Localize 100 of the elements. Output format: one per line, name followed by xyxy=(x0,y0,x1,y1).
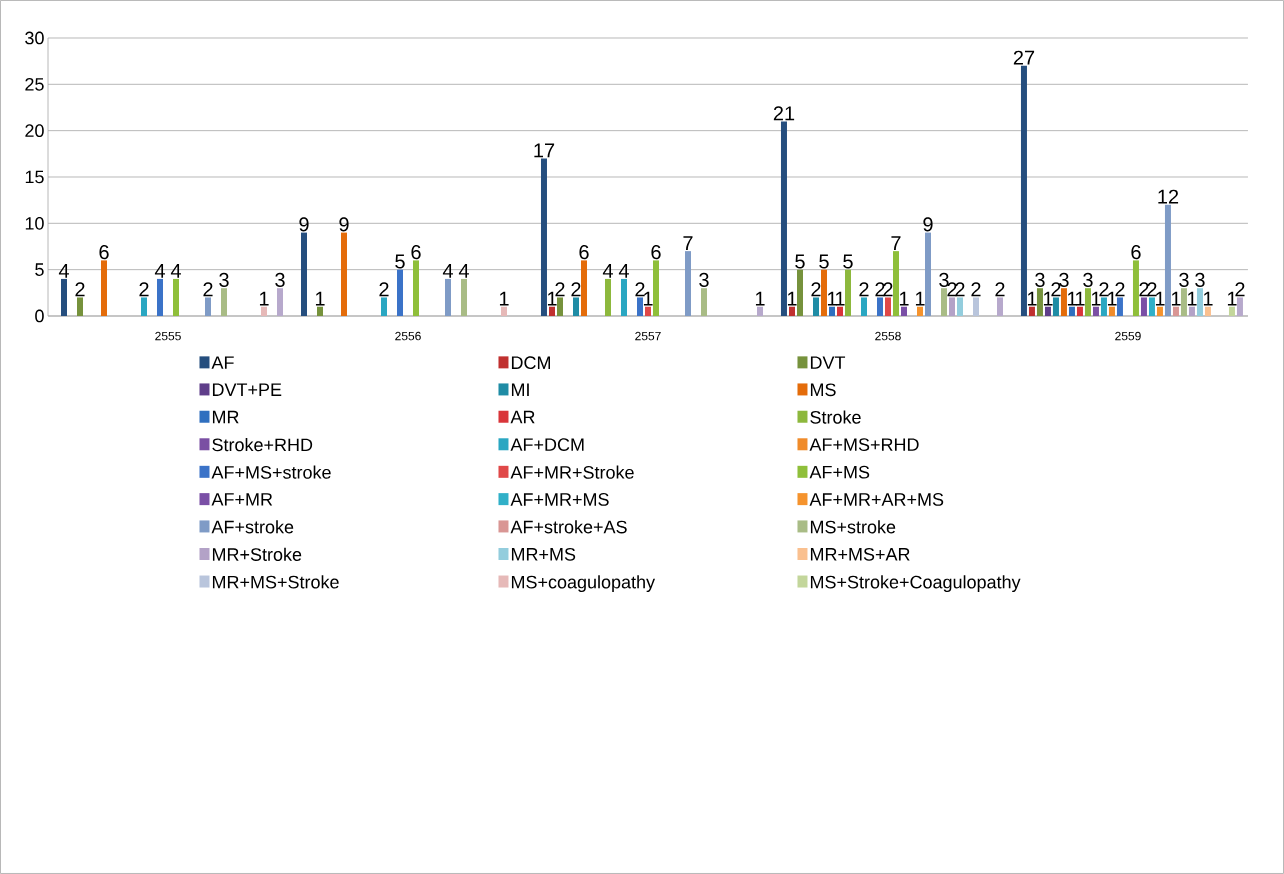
y-tick-label: 30 xyxy=(25,31,44,45)
legend-label: MR+MS+AR xyxy=(810,547,910,561)
data-label: 1 xyxy=(1155,291,1165,306)
bar xyxy=(780,121,787,316)
bar xyxy=(61,278,68,316)
legend-label: AF+MR+MS xyxy=(510,493,609,506)
legend-label: AF+stroke xyxy=(211,520,294,534)
bar xyxy=(1028,306,1035,316)
data-label: 2 xyxy=(875,282,885,297)
data-label: 4 xyxy=(442,263,453,278)
data-label: 2 xyxy=(203,282,213,297)
data-label: 4 xyxy=(458,263,469,278)
data-label: 21 xyxy=(773,106,795,121)
data-label: 6 xyxy=(411,245,421,260)
legend-label: AF+MS+stroke xyxy=(211,465,331,479)
bar xyxy=(1196,288,1203,316)
bar xyxy=(972,297,979,316)
x-tick-label: 2558 xyxy=(875,331,901,341)
y-tick-label: 10 xyxy=(25,216,44,230)
data-label: 3 xyxy=(1195,272,1205,287)
bar xyxy=(620,278,627,316)
data-label: 9 xyxy=(923,217,933,232)
data-label: 1 xyxy=(755,291,765,306)
data-label: 3 xyxy=(939,272,949,287)
data-label: 6 xyxy=(651,245,661,260)
bar xyxy=(1068,306,1075,316)
data-label: 2 xyxy=(379,282,389,297)
legend-label: AF+MS+RHD xyxy=(809,438,919,451)
legend-label: MS+coagulopathy xyxy=(511,575,656,593)
legend-label: Stroke+RHD xyxy=(212,438,313,452)
legend-label: AF+MR xyxy=(211,493,273,506)
bar xyxy=(340,232,347,316)
data-label: 7 xyxy=(683,236,693,250)
data-label: 4 xyxy=(602,263,613,278)
legend-label: MR+MS+Stroke xyxy=(212,575,339,589)
bar xyxy=(1116,297,1123,316)
legend-label: AF+MS xyxy=(809,465,870,479)
data-label: 1 xyxy=(1091,291,1101,306)
data-label: 4 xyxy=(618,263,629,278)
bar xyxy=(556,297,563,316)
data-label: 1 xyxy=(899,291,909,306)
data-label: 1 xyxy=(827,291,837,306)
data-label: 2 xyxy=(811,282,821,297)
data-label: 2 xyxy=(571,282,581,297)
legend-label: MS xyxy=(810,383,836,397)
data-label: 2 xyxy=(1139,282,1149,297)
bar xyxy=(1172,306,1179,316)
bar xyxy=(788,306,795,316)
data-label: 2 xyxy=(955,282,965,297)
bar xyxy=(1084,288,1091,316)
data-label: 4 xyxy=(58,263,69,278)
data-label: 2 xyxy=(635,282,645,297)
data-label: 6 xyxy=(99,245,109,260)
legend-label: AF+MR+Stroke xyxy=(510,465,634,479)
bar xyxy=(141,297,148,316)
data-label: 1 xyxy=(1187,291,1197,306)
bar xyxy=(828,306,835,316)
bar xyxy=(1092,306,1099,316)
y-tick-label: 0 xyxy=(35,309,44,323)
bar xyxy=(924,232,931,316)
bar xyxy=(277,288,283,316)
bar xyxy=(996,297,1003,316)
data-label: 1 xyxy=(1067,291,1077,306)
data-label: 3 xyxy=(275,272,285,287)
bar xyxy=(844,269,851,316)
legend-label: MR+MS xyxy=(511,547,576,561)
bar xyxy=(1100,297,1107,316)
bar xyxy=(1140,297,1147,316)
data-label: 2 xyxy=(75,282,85,297)
data-label: 5 xyxy=(843,254,853,269)
data-label: 1 xyxy=(835,291,845,306)
legend-label: AF+MR+AR+MS xyxy=(809,493,944,506)
bar xyxy=(836,306,843,316)
bar xyxy=(948,297,955,316)
bar xyxy=(1156,306,1163,316)
y-tick-label: 15 xyxy=(25,170,44,184)
bar xyxy=(644,306,651,316)
data-label: 1 xyxy=(1227,291,1237,306)
bar xyxy=(956,297,963,316)
data-label: 9 xyxy=(339,217,349,232)
legend-label: MS+stroke xyxy=(810,520,896,534)
legend-label: MS+Stroke+Coagulopathy xyxy=(810,575,1021,593)
bar xyxy=(261,306,267,316)
data-label: 1 xyxy=(915,291,925,306)
data-label: 2 xyxy=(859,282,869,297)
data-label: 4 xyxy=(170,263,181,278)
bar xyxy=(413,260,419,316)
data-label: 27 xyxy=(1013,50,1035,65)
x-tick-label: 2556 xyxy=(395,331,421,341)
bar xyxy=(397,269,403,316)
data-label: 1 xyxy=(643,291,653,306)
bar xyxy=(1132,260,1139,316)
bar xyxy=(1044,306,1051,316)
x-tick-label: 2555 xyxy=(155,331,181,341)
data-label: 1 xyxy=(787,291,797,306)
data-label: 1 xyxy=(315,291,325,306)
data-label: 12 xyxy=(1158,189,1179,204)
bar xyxy=(1204,306,1211,316)
bar xyxy=(652,260,659,316)
legend-label: AF+stroke+AS xyxy=(510,520,627,534)
